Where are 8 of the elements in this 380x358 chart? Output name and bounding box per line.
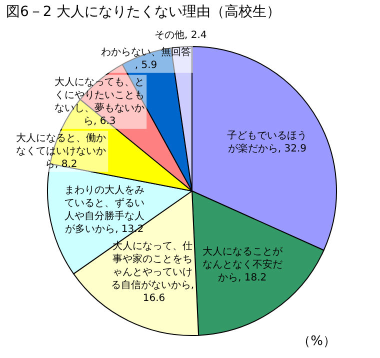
text: （%） (298, 333, 336, 350)
data-label: , 5.9 (134, 60, 158, 71)
slice-label: 大人になると、働かなくてはいけないから, 8.2 (16, 132, 106, 170)
slice-label: 子どもでいるほうが楽だから, 32.9 (227, 130, 308, 154)
slice-label: その他, 2.4 (154, 28, 207, 41)
slice-label: 大人になることがなんとなく不安だから, 18.2 (202, 246, 284, 284)
chart-title: 図6－2 大人になりたくない理由（高校生） (6, 3, 280, 21)
slice-label: わからない、無回答 (100, 46, 191, 58)
